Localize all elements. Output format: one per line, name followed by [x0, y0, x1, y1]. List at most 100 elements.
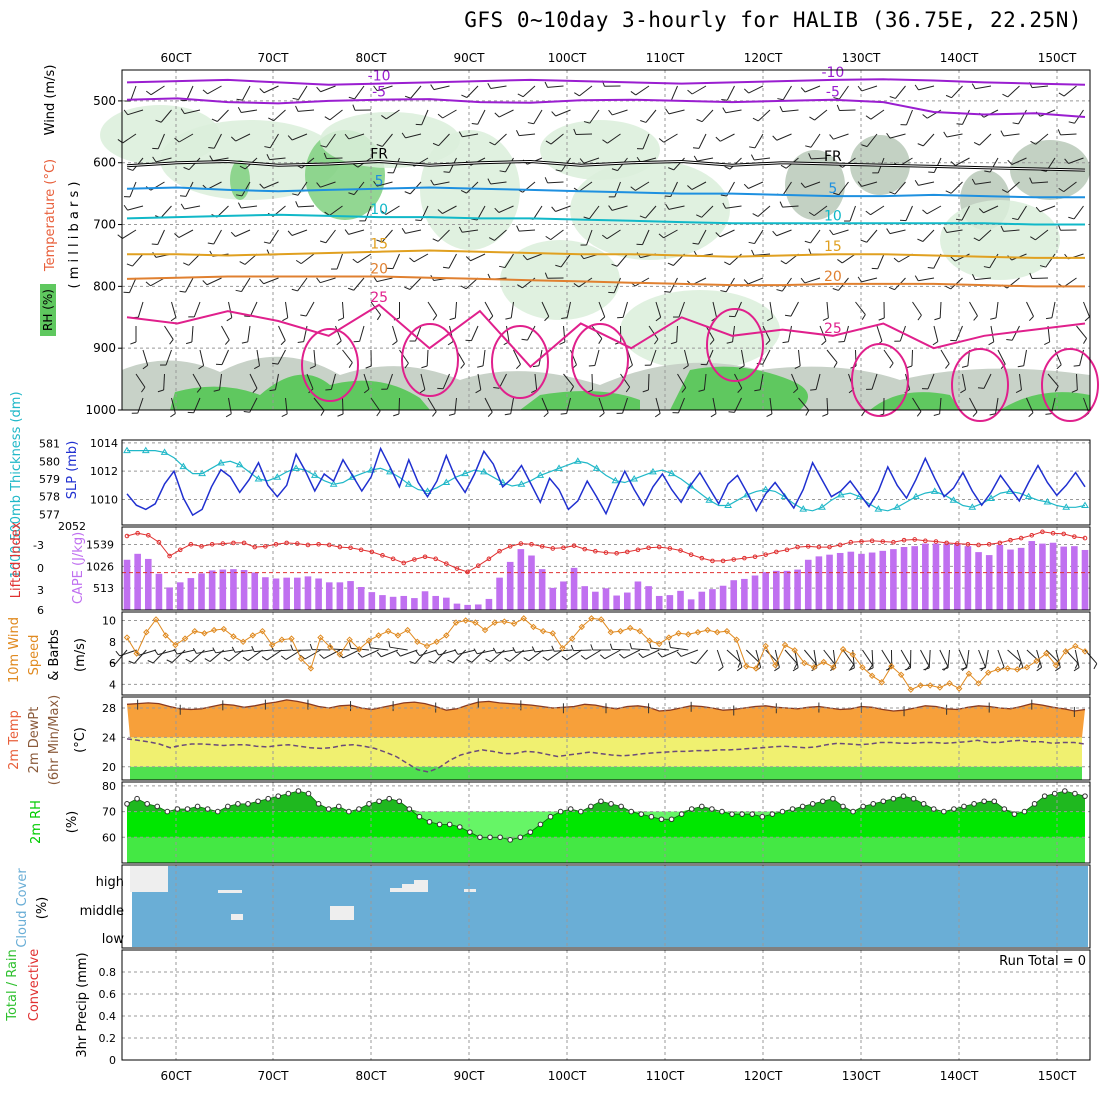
- wind-barb: [769, 301, 773, 318]
- wind-barb: [344, 229, 350, 235]
- wind10-barb: [496, 649, 515, 654]
- wind-barb: [886, 228, 891, 234]
- wind-barb: [127, 205, 144, 211]
- wind-barb: [1007, 181, 1020, 193]
- wind-barb: [570, 349, 577, 366]
- wind-barb: [1028, 412, 1034, 418]
- wind-barb: [324, 116, 331, 121]
- wind-barb: [607, 133, 621, 144]
- panel-cloud: high middle low Cloud Cover (%): [15, 864, 1091, 949]
- cape-bar: [666, 595, 674, 610]
- wind10-barb: [1055, 649, 1061, 668]
- wind-barb: [393, 413, 400, 417]
- wind10-barb: [381, 649, 399, 658]
- wind-barb: [404, 362, 409, 369]
- wind-barb: [668, 205, 685, 210]
- wind-barb: [269, 157, 286, 161]
- wind-barb: [437, 113, 443, 119]
- wind-barb: [241, 341, 248, 344]
- wind-barb: [821, 340, 827, 346]
- wind-barb: [946, 229, 963, 233]
- wind-barb: [155, 119, 162, 123]
- wind10-barb: [280, 655, 287, 660]
- li-point: [177, 547, 183, 553]
- wind10-point: [539, 627, 547, 635]
- wind-barb: [1083, 338, 1087, 344]
- rh2m-point: [860, 803, 866, 810]
- wind-barb: [1012, 217, 1019, 221]
- wind-barb: [681, 387, 687, 393]
- wind-barb: [726, 85, 735, 101]
- wind10-barb: [400, 649, 418, 657]
- wind-barb: [599, 316, 606, 322]
- wind-barb: [692, 242, 699, 245]
- wind-barb: [544, 81, 549, 88]
- wind-barb: [849, 205, 856, 222]
- cool-band: [130, 766, 1082, 780]
- wind-barb: [291, 133, 308, 141]
- wind-barb: [263, 277, 279, 285]
- wind-barb: [174, 137, 180, 143]
- contour-label: 15: [824, 239, 842, 255]
- wind10-barb: [388, 641, 391, 648]
- wind-barb: [1058, 187, 1064, 193]
- wind-barb: [544, 177, 548, 184]
- li-point: [444, 561, 449, 566]
- wind-barb: [655, 316, 661, 322]
- wind10-barb: [234, 649, 253, 653]
- wind-barb: [922, 133, 935, 147]
- wind-barb: [471, 123, 478, 125]
- wind-barb: [498, 109, 514, 118]
- wind-barb: [933, 413, 940, 416]
- wind-barb: [955, 325, 963, 341]
- wind-barb: [842, 157, 856, 168]
- wind10-barb: [528, 649, 544, 662]
- cape-bar: [166, 587, 173, 610]
- cape-bar: [815, 556, 823, 610]
- wind-barb: [772, 135, 778, 141]
- wind-barb: [329, 205, 343, 216]
- wind10-barb: [599, 654, 606, 660]
- wind10-point: [210, 626, 218, 634]
- contour-label: 15: [370, 237, 388, 253]
- li-point: [763, 552, 768, 557]
- rh2m-point: [1072, 790, 1078, 797]
- wind-barb: [1083, 397, 1090, 414]
- thickness-point: [874, 505, 883, 512]
- wind-barb: [640, 120, 647, 123]
- cape-bar: [794, 569, 801, 610]
- wind-barb: [249, 301, 258, 317]
- wind10-barb: [794, 649, 799, 668]
- li-point: [593, 548, 598, 554]
- wind-barb: [782, 205, 799, 208]
- wind10-barb: [928, 649, 931, 669]
- wind-barb: [978, 208, 984, 214]
- wind-barb: [829, 229, 834, 235]
- wind-barb: [184, 109, 201, 115]
- cape-bar: [964, 546, 972, 610]
- wind10-point: [230, 633, 237, 640]
- wind10-barb: [138, 649, 157, 656]
- wind10-point: [394, 632, 402, 639]
- panel-frame: [121, 864, 1091, 949]
- wind-barb: [335, 325, 342, 342]
- thickness-point: [254, 474, 263, 482]
- li-point: [742, 555, 747, 561]
- li-point: [699, 555, 705, 561]
- wind-barb: [927, 373, 935, 390]
- wind-barb: [393, 157, 400, 174]
- wind-barb: [737, 387, 743, 393]
- li-point: [1061, 531, 1067, 537]
- wind10-barb: [247, 649, 263, 661]
- thickness-point: [367, 466, 376, 473]
- rh2m-point: [1062, 788, 1068, 794]
- x-tick-label: 130CT: [842, 1069, 881, 1083]
- wind10-barb: [661, 649, 679, 658]
- wind-barb: [782, 85, 792, 100]
- wind-barb: [217, 109, 229, 122]
- li-point: [326, 542, 332, 548]
- wind-barb: [1071, 389, 1078, 393]
- axis-label-temp2m-units: (°C): [73, 727, 88, 753]
- wind10-barb: [900, 649, 911, 666]
- wind10-point: [423, 642, 431, 650]
